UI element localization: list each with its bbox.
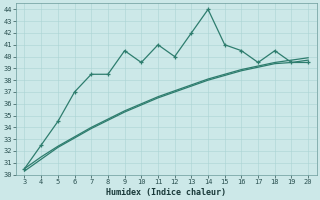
- X-axis label: Humidex (Indice chaleur): Humidex (Indice chaleur): [106, 188, 226, 197]
